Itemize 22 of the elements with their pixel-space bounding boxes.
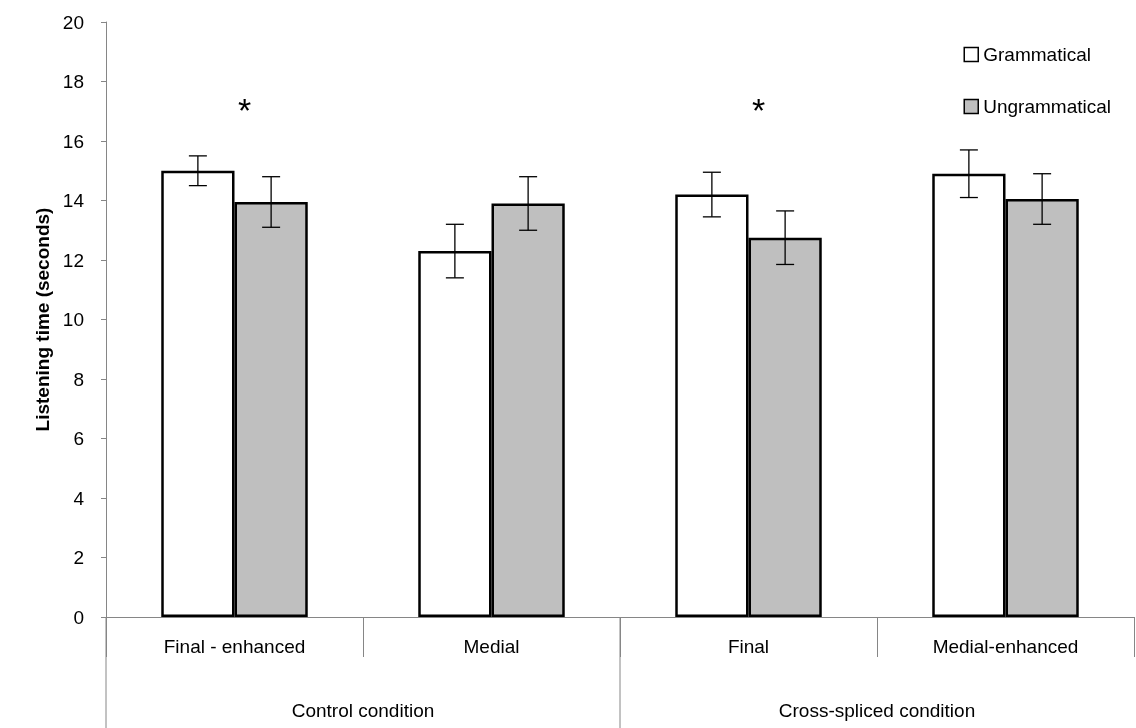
y-tick-label: 6 — [73, 428, 84, 449]
y-tick-label: 8 — [73, 368, 84, 390]
legend-label: Ungrammatical — [983, 96, 1112, 117]
annotation: * — [237, 91, 252, 129]
y-tick-label: 20 — [62, 11, 84, 33]
x-tick-label: Medial — [463, 636, 520, 657]
x-tick-label: Final — [727, 636, 770, 657]
y-tick-label: 16 — [62, 130, 84, 152]
legend-label: Grammatical — [983, 44, 1091, 65]
x-tick-label: Medial-enhanced — [932, 636, 1079, 657]
y-tick-label: 10 — [62, 309, 84, 330]
annotation: * — [751, 91, 766, 129]
y-tick-label: 4 — [73, 487, 85, 509]
y-tick-label: 12 — [62, 249, 84, 271]
y-tick-label: 0 — [73, 606, 84, 628]
y-tick-label: 2 — [73, 547, 84, 568]
text: Control condition — [291, 699, 435, 721]
y-tick-label: 18 — [62, 71, 84, 92]
text: Cross-spliced condition — [778, 699, 976, 721]
y-axis-title: Listening time (seconds) — [31, 207, 53, 432]
x-tick-label: Final - enhanced — [163, 636, 306, 657]
y-tick-label: 14 — [62, 190, 85, 211]
